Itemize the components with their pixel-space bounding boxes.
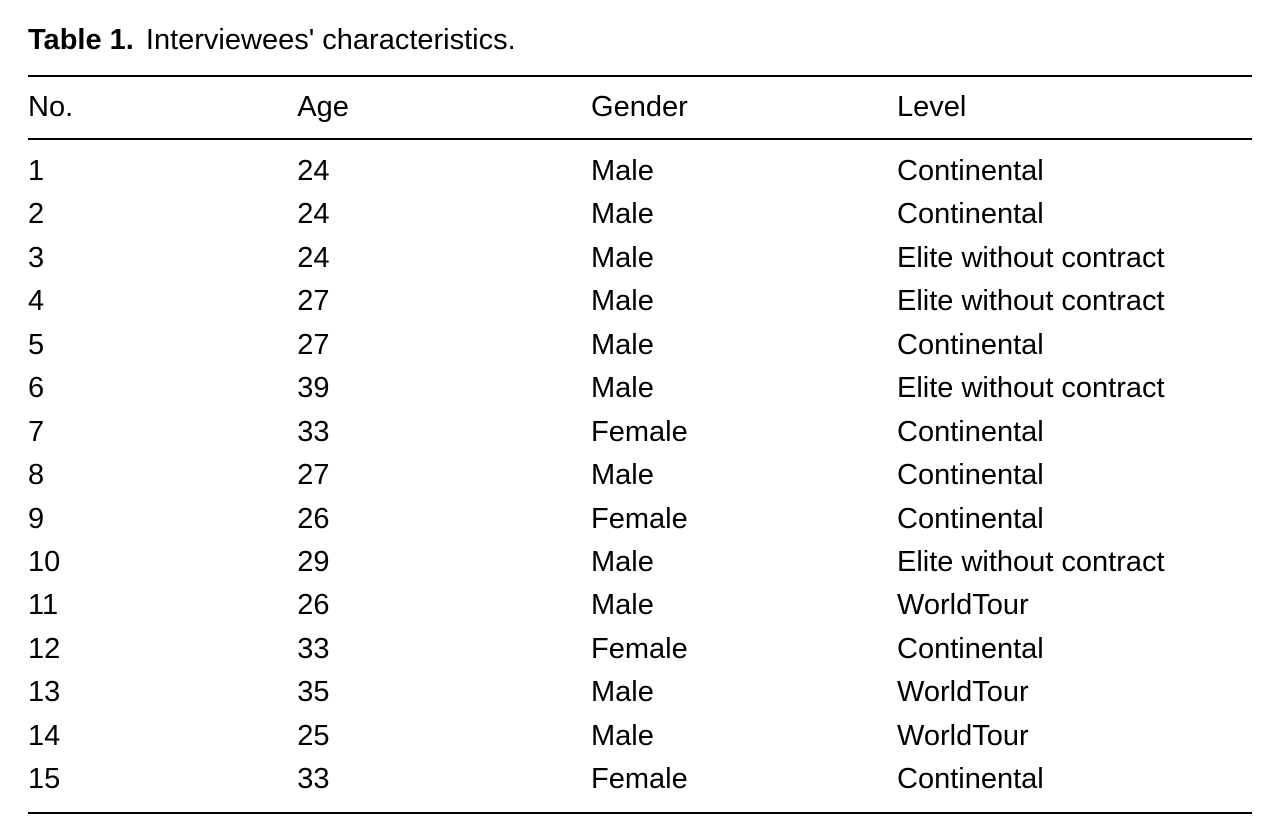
table-cell: 24 bbox=[297, 193, 591, 236]
table-cell: Continental bbox=[897, 193, 1252, 236]
table-cell: Male bbox=[591, 237, 897, 280]
table-cell: Male bbox=[591, 454, 897, 497]
table-cell: Elite without contract bbox=[897, 367, 1252, 410]
table-cell: 24 bbox=[297, 139, 591, 193]
table-cell: 2 bbox=[28, 193, 297, 236]
table-cell: Male bbox=[591, 139, 897, 193]
table-cell: Female bbox=[591, 758, 897, 812]
table-cell: Continental bbox=[897, 139, 1252, 193]
table-cell: 35 bbox=[297, 671, 591, 714]
table-cell: 8 bbox=[28, 454, 297, 497]
table-cell: Male bbox=[591, 280, 897, 323]
table-cell: 3 bbox=[28, 237, 297, 280]
table-cell: 5 bbox=[28, 324, 297, 367]
table-cell: Male bbox=[591, 324, 897, 367]
col-header-gender: Gender bbox=[591, 76, 897, 139]
table-cell: 33 bbox=[297, 628, 591, 671]
table-cell: Continental bbox=[897, 454, 1252, 497]
table-cell: Continental bbox=[897, 758, 1252, 812]
table-cell: 26 bbox=[297, 584, 591, 627]
table-cell: 12 bbox=[28, 628, 297, 671]
table-cell: 39 bbox=[297, 367, 591, 410]
table-cell: Continental bbox=[897, 498, 1252, 541]
table-row: 527MaleContinental bbox=[28, 324, 1252, 367]
table-cell: Female bbox=[591, 628, 897, 671]
table-header-row: No. Age Gender Level bbox=[28, 76, 1252, 139]
table-cell: 27 bbox=[297, 280, 591, 323]
table-cell: Continental bbox=[897, 324, 1252, 367]
table-row: 1533FemaleContinental bbox=[28, 758, 1252, 812]
table-cell: Male bbox=[591, 671, 897, 714]
table-row: 1126MaleWorldTour bbox=[28, 584, 1252, 627]
table-cell: WorldTour bbox=[897, 584, 1252, 627]
table-cell: 7 bbox=[28, 411, 297, 454]
table-cell: 15 bbox=[28, 758, 297, 812]
table-row: 1335MaleWorldTour bbox=[28, 671, 1252, 714]
table-cell: Male bbox=[591, 367, 897, 410]
table-row: 733FemaleContinental bbox=[28, 411, 1252, 454]
table-caption: Table 1. Interviewees' characteristics. bbox=[28, 20, 1252, 65]
table-cell: Female bbox=[591, 498, 897, 541]
table-cell: WorldTour bbox=[897, 715, 1252, 758]
table-row: 427MaleElite without contract bbox=[28, 280, 1252, 323]
table-cell: Male bbox=[591, 715, 897, 758]
caption-text: Interviewees' characteristics. bbox=[146, 24, 516, 56]
table-row: 1233FemaleContinental bbox=[28, 628, 1252, 671]
col-header-level: Level bbox=[897, 76, 1252, 139]
table-cell: 29 bbox=[297, 541, 591, 584]
table-cell: Male bbox=[591, 541, 897, 584]
table-cell: 33 bbox=[297, 411, 591, 454]
table-row: 124MaleContinental bbox=[28, 139, 1252, 193]
table-cell: Elite without contract bbox=[897, 280, 1252, 323]
table-cell: 4 bbox=[28, 280, 297, 323]
table-cell: 14 bbox=[28, 715, 297, 758]
table-cell: 6 bbox=[28, 367, 297, 410]
table-cell: Male bbox=[591, 584, 897, 627]
table-cell: 26 bbox=[297, 498, 591, 541]
table-body: 124MaleContinental224MaleContinental324M… bbox=[28, 139, 1252, 813]
interviewees-table: No. Age Gender Level 124MaleContinental2… bbox=[28, 75, 1252, 814]
table-cell: Elite without contract bbox=[897, 541, 1252, 584]
table-cell: 9 bbox=[28, 498, 297, 541]
table-row: 224MaleContinental bbox=[28, 193, 1252, 236]
table-cell: 25 bbox=[297, 715, 591, 758]
table-row: 926FemaleContinental bbox=[28, 498, 1252, 541]
table-row: 1029MaleElite without contract bbox=[28, 541, 1252, 584]
table-cell: 10 bbox=[28, 541, 297, 584]
caption-label: Table 1. bbox=[28, 24, 134, 56]
table-cell: 13 bbox=[28, 671, 297, 714]
table-cell: WorldTour bbox=[897, 671, 1252, 714]
table-cell: 1 bbox=[28, 139, 297, 193]
table-row: 1425MaleWorldTour bbox=[28, 715, 1252, 758]
table-row: 639MaleElite without contract bbox=[28, 367, 1252, 410]
table-cell: Elite without contract bbox=[897, 237, 1252, 280]
table-cell: Continental bbox=[897, 628, 1252, 671]
table-cell: 24 bbox=[297, 237, 591, 280]
col-header-age: Age bbox=[297, 76, 591, 139]
table-cell: Male bbox=[591, 193, 897, 236]
table-cell: Continental bbox=[897, 411, 1252, 454]
table-row: 827MaleContinental bbox=[28, 454, 1252, 497]
table-cell: 27 bbox=[297, 324, 591, 367]
table-cell: 27 bbox=[297, 454, 591, 497]
table-cell: 11 bbox=[28, 584, 297, 627]
table-cell: 33 bbox=[297, 758, 591, 812]
col-header-no: No. bbox=[28, 76, 297, 139]
table-cell: Female bbox=[591, 411, 897, 454]
table-row: 324MaleElite without contract bbox=[28, 237, 1252, 280]
